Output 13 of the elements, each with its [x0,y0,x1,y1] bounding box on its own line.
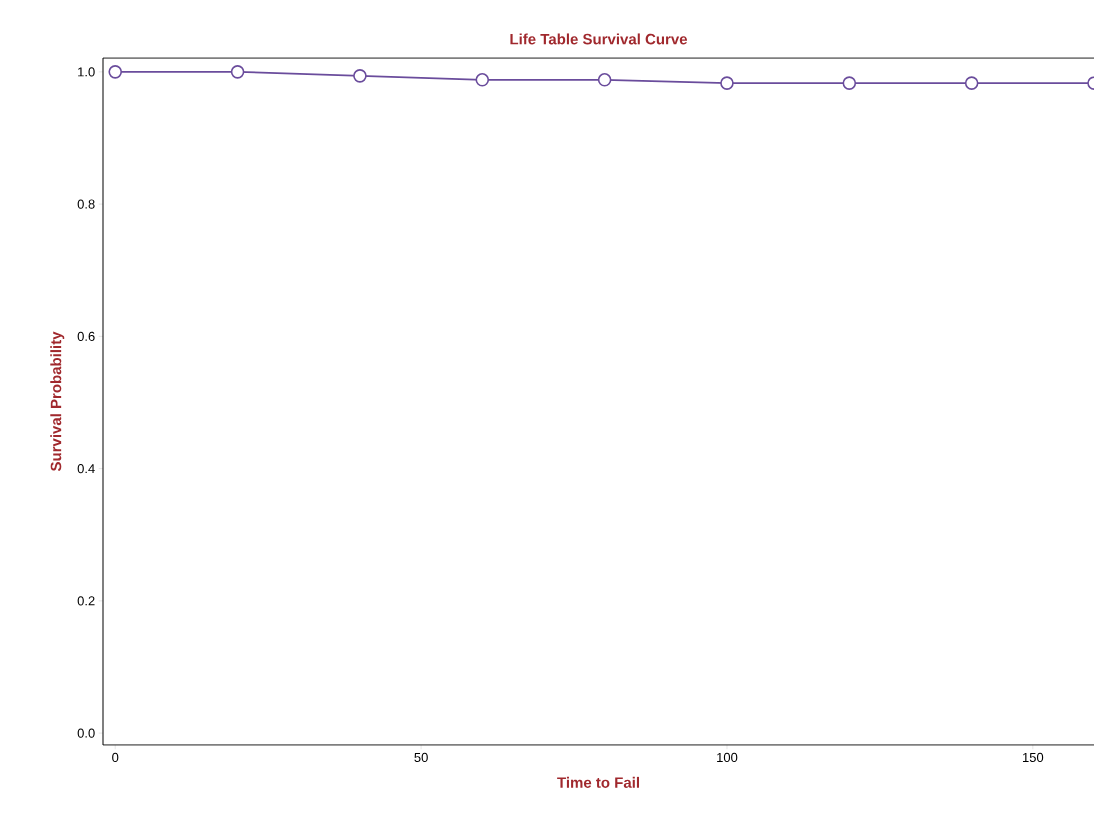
x-tick-label: 100 [717,752,738,762]
x-tick-label: 150 [1022,752,1044,762]
y-tick-label: 0.8 [77,199,95,209]
chart-title: Life Table Survival Curve [510,33,688,45]
y-axis-title: Survival Probability [50,331,65,472]
y-tick-label: 1.0 [78,67,95,77]
x-axis-title: Time to Fail [557,776,639,788]
x-tick-label: 0 [112,752,119,762]
y-tick-label: 0.6 [77,331,95,341]
y-tick-label: 0.2 [77,596,95,606]
y-tick-label: 0.4 [77,464,95,474]
x-tick-label: 50 [414,752,428,762]
y-tick-label: 0.0 [77,728,95,738]
